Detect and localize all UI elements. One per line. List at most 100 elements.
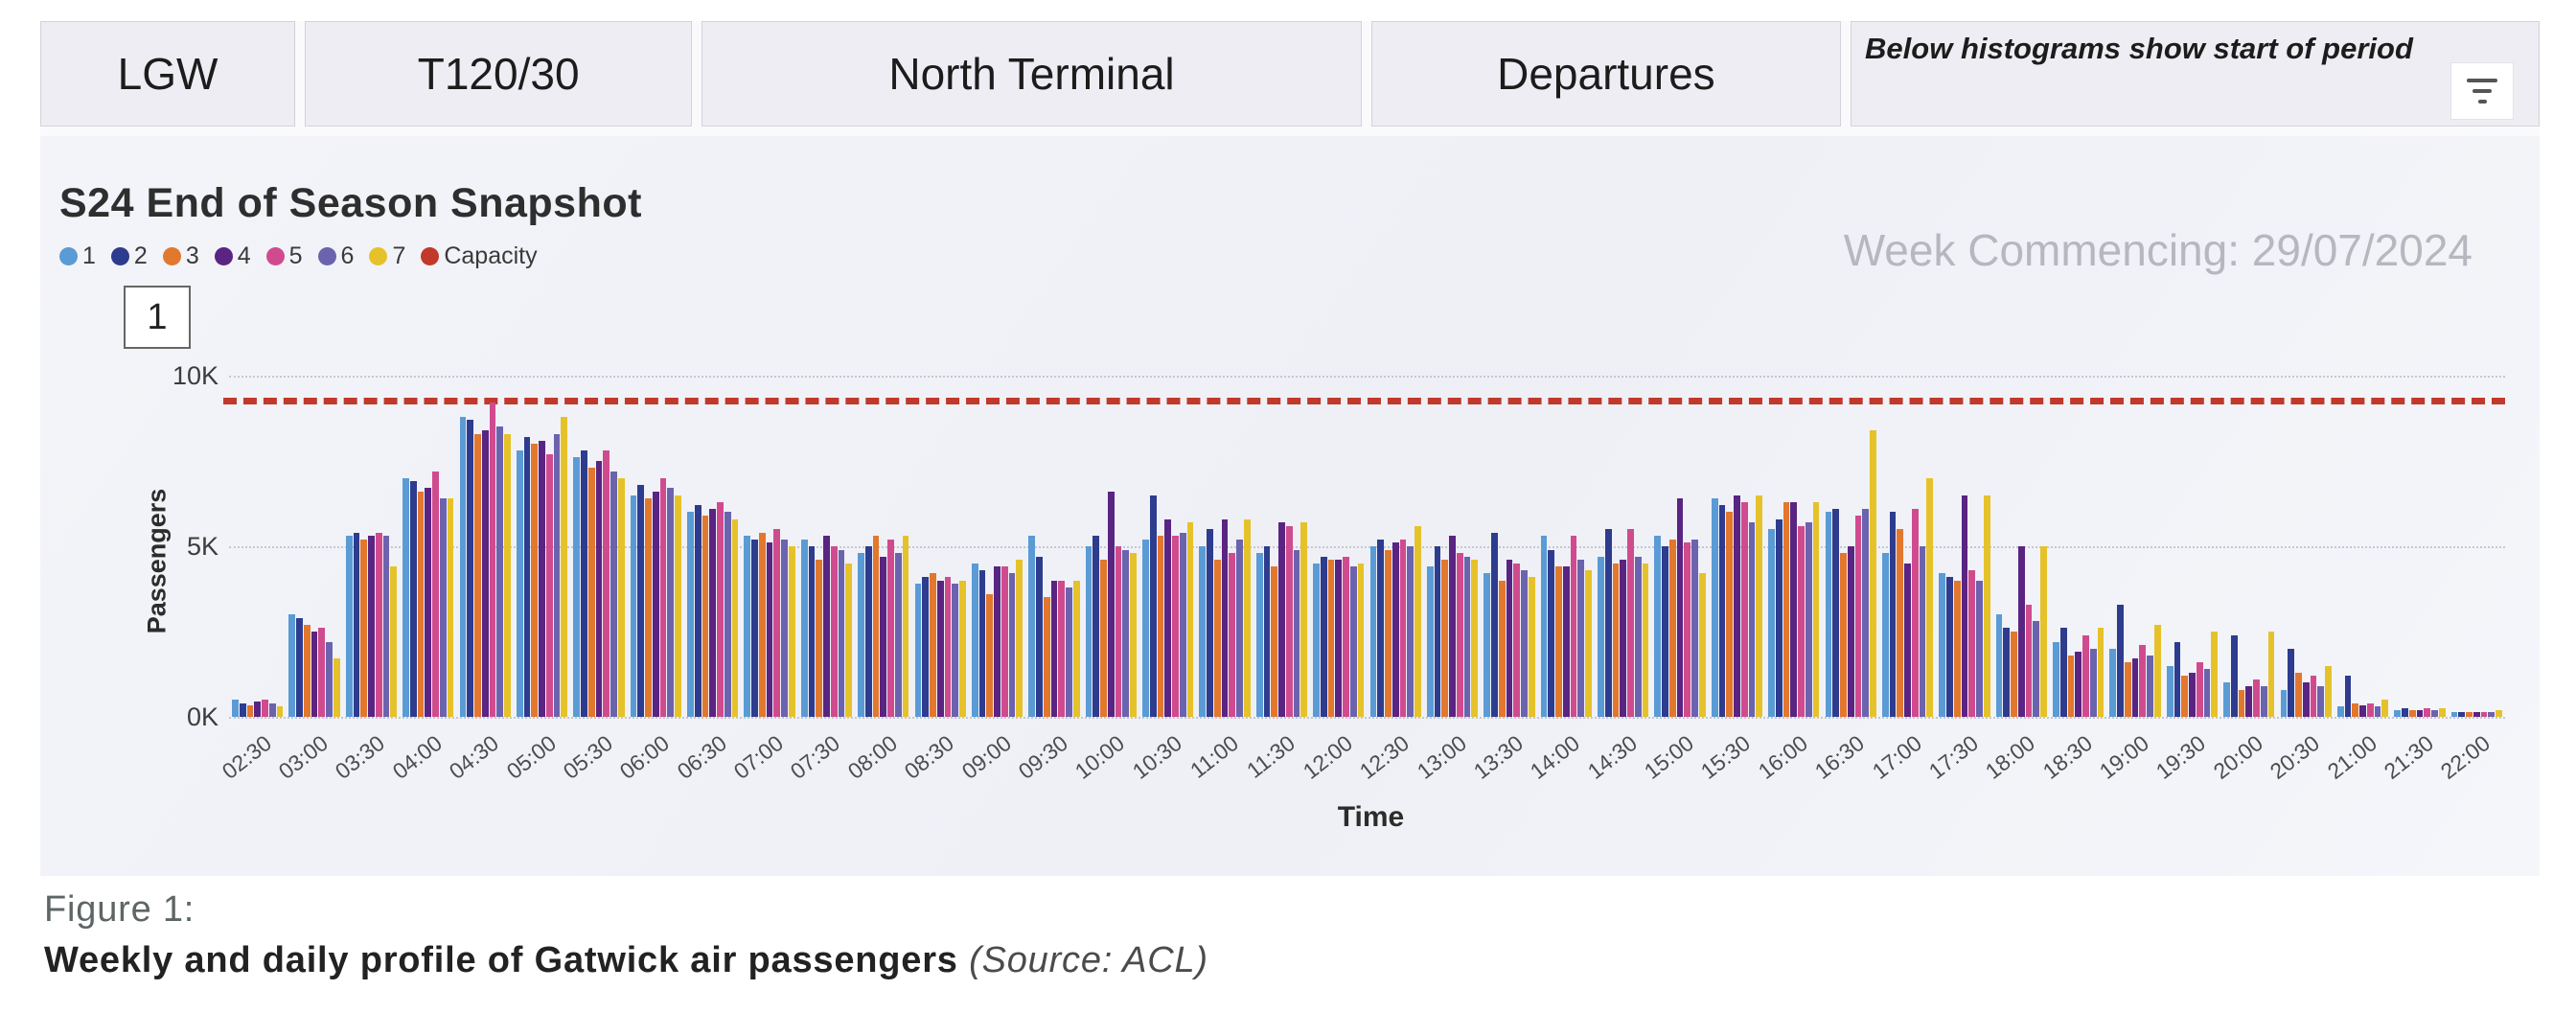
legend-item-2[interactable]: 2 [110, 242, 148, 270]
bar-day5-16:30[interactable] [1854, 515, 1862, 717]
bar-day6-06:30[interactable] [724, 512, 731, 717]
bar-day2-13:00[interactable] [1434, 546, 1441, 717]
bar-day6-13:00[interactable] [1463, 556, 1471, 717]
bar-group-16:30[interactable] [1823, 376, 1879, 717]
bar-day6-11:00[interactable] [1236, 539, 1243, 717]
bar-day4-09:30[interactable] [1050, 580, 1058, 717]
bar-day1-05:00[interactable] [516, 450, 523, 717]
bar-day5-14:30[interactable] [1627, 529, 1634, 717]
bar-day3-12:00[interactable] [1327, 560, 1335, 717]
bar-day6-08:00[interactable] [894, 553, 902, 717]
bar-group-11:30[interactable] [1254, 376, 1310, 717]
bar-day4-04:00[interactable] [425, 488, 432, 717]
bar-day3-06:00[interactable] [645, 498, 652, 717]
legend-item-5[interactable]: 5 [265, 242, 303, 270]
bar-group-22:00[interactable] [2449, 376, 2505, 717]
bar-day1-15:00[interactable] [1654, 536, 1662, 717]
bar-group-12:00[interactable] [1310, 376, 1367, 717]
bar-day5-08:30[interactable] [944, 577, 952, 717]
bar-day7-11:30[interactable] [1300, 522, 1308, 717]
bar-day4-19:00[interactable] [2131, 658, 2139, 717]
bar-day7-20:00[interactable] [2267, 632, 2275, 717]
bar-day1-12:30[interactable] [1369, 546, 1377, 717]
bar-group-05:30[interactable] [570, 376, 627, 717]
bar-day2-22:00[interactable] [2458, 711, 2466, 717]
bar-day3-03:30[interactable] [360, 539, 368, 717]
bar-day7-13:00[interactable] [1471, 560, 1479, 717]
bar-day4-10:30[interactable] [1164, 518, 1172, 717]
bar-day6-05:00[interactable] [553, 433, 561, 717]
bar-day7-16:00[interactable] [1812, 501, 1820, 717]
bar-day6-18:00[interactable] [2033, 621, 2040, 717]
bar-group-03:30[interactable] [343, 376, 400, 717]
bar-group-18:00[interactable] [1993, 376, 2050, 717]
bar-group-04:30[interactable] [457, 376, 514, 717]
bar-day5-11:00[interactable] [1229, 553, 1236, 717]
bar-day5-11:30[interactable] [1285, 525, 1293, 717]
bar-day7-08:00[interactable] [902, 536, 909, 717]
bar-day4-02:30[interactable] [254, 701, 262, 717]
bar-day5-19:30[interactable] [2196, 662, 2203, 717]
bar-day1-02:30[interactable] [232, 700, 239, 717]
bar-day6-16:00[interactable] [1805, 522, 1812, 717]
bar-day7-10:00[interactable] [1130, 553, 1137, 717]
bar-day1-13:00[interactable] [1426, 566, 1434, 717]
bar-day3-14:00[interactable] [1555, 566, 1562, 717]
bar-day4-21:00[interactable] [2359, 704, 2366, 717]
bar-day7-18:00[interactable] [2040, 546, 2047, 717]
bar-day6-19:00[interactable] [2147, 655, 2153, 717]
bar-day5-18:00[interactable] [2025, 604, 2033, 717]
bar-group-17:00[interactable] [1879, 376, 1936, 717]
bar-day3-12:30[interactable] [1385, 549, 1392, 717]
bar-day1-07:30[interactable] [800, 539, 808, 717]
bar-day3-22:00[interactable] [2466, 711, 2472, 717]
bar-day5-02:30[interactable] [262, 700, 268, 717]
bar-day4-11:00[interactable] [1221, 518, 1229, 717]
bar-day7-02:30[interactable] [276, 706, 284, 717]
bar-group-14:00[interactable] [1538, 376, 1595, 717]
bar-day1-18:00[interactable] [1995, 614, 2003, 717]
bar-day1-22:00[interactable] [2450, 711, 2458, 717]
bar-day3-20:30[interactable] [2295, 672, 2302, 717]
bar-day7-07:00[interactable] [788, 546, 795, 717]
bar-day7-17:30[interactable] [1983, 495, 1990, 717]
bar-day2-21:00[interactable] [2344, 676, 2352, 717]
bar-day2-17:00[interactable] [1889, 512, 1897, 717]
legend-item-4[interactable]: 4 [214, 242, 251, 270]
bar-group-20:30[interactable] [2278, 376, 2334, 717]
bar-day3-13:30[interactable] [1498, 580, 1506, 717]
bar-day6-17:30[interactable] [1976, 580, 1983, 717]
legend-item-Capacity[interactable]: Capacity [421, 242, 538, 270]
bar-day1-14:30[interactable] [1598, 556, 1604, 717]
bar-day5-03:00[interactable] [318, 628, 326, 717]
bar-day6-04:30[interactable] [496, 426, 504, 717]
bar-group-08:30[interactable] [912, 376, 969, 717]
bar-day5-07:30[interactable] [830, 546, 838, 717]
bar-day5-20:00[interactable] [2253, 679, 2260, 717]
bar-day2-13:30[interactable] [1491, 532, 1498, 717]
bar-day5-15:30[interactable] [1740, 501, 1748, 717]
bar-day2-11:00[interactable] [1207, 529, 1213, 717]
bar-day5-12:00[interactable] [1343, 556, 1349, 717]
bar-group-09:00[interactable] [969, 376, 1025, 717]
bar-day5-20:30[interactable] [2310, 676, 2317, 717]
bar-group-04:00[interactable] [400, 376, 456, 717]
bar-day6-18:30[interactable] [2089, 648, 2097, 717]
bar-day1-13:30[interactable] [1484, 573, 1491, 717]
bar-day6-10:00[interactable] [1122, 549, 1130, 717]
bar-day2-20:30[interactable] [2288, 648, 2295, 717]
bar-day2-03:30[interactable] [353, 532, 360, 717]
bar-day2-10:30[interactable] [1149, 495, 1157, 717]
bar-day2-06:00[interactable] [637, 484, 645, 717]
bar-day4-16:00[interactable] [1790, 501, 1798, 717]
bar-day7-21:30[interactable] [2438, 708, 2446, 717]
bar-day2-09:30[interactable] [1036, 556, 1043, 717]
bar-day4-09:00[interactable] [994, 566, 1000, 717]
bar-day1-15:30[interactable] [1711, 498, 1718, 717]
bar-day2-03:00[interactable] [296, 617, 303, 717]
bar-day7-10:30[interactable] [1186, 522, 1194, 717]
bar-day4-06:00[interactable] [652, 492, 659, 717]
bar-day7-07:30[interactable] [845, 563, 853, 717]
bar-day7-14:30[interactable] [1642, 563, 1649, 717]
bar-day6-03:00[interactable] [326, 641, 333, 717]
